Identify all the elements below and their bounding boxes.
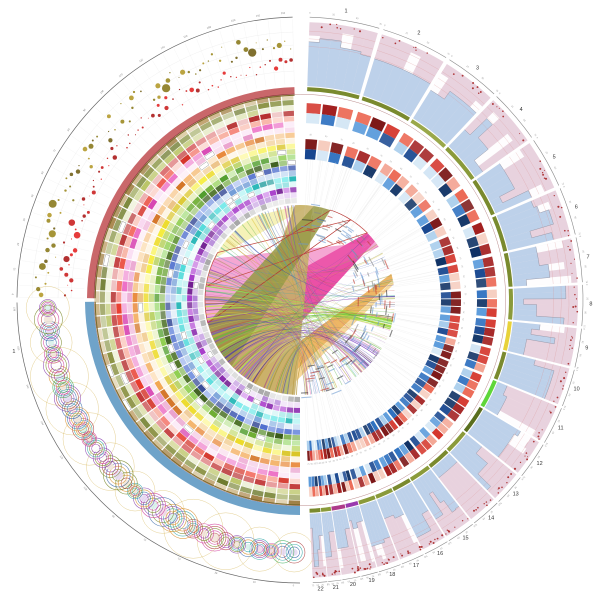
svg-text:1: 1 [12,349,15,355]
svg-text:2: 2 [417,30,420,36]
svg-text:12: 12 [537,461,543,467]
svg-text:15: 15 [462,535,468,541]
svg-text:10: 10 [574,387,580,393]
svg-text:9: 9 [585,346,588,352]
svg-text:16: 16 [437,551,443,557]
svg-text:7: 7 [586,255,589,261]
svg-text:198: 198 [13,307,16,312]
svg-text:21: 21 [333,585,339,591]
svg-text:1: 1 [344,9,347,15]
svg-text:13: 13 [513,491,519,497]
svg-text:3: 3 [476,65,479,71]
svg-text:22: 22 [318,586,324,592]
svg-text:20: 20 [350,582,356,588]
svg-text:18: 18 [389,572,395,578]
svg-text:8: 8 [589,302,592,308]
svg-text:11: 11 [558,425,564,431]
svg-text:4: 4 [520,107,523,113]
svg-text:17: 17 [413,563,419,569]
svg-text:19: 19 [369,578,375,584]
svg-text:204: 204 [281,11,286,15]
svg-text:14: 14 [488,515,494,521]
svg-text:5: 5 [553,154,556,160]
svg-text:6: 6 [575,205,578,211]
